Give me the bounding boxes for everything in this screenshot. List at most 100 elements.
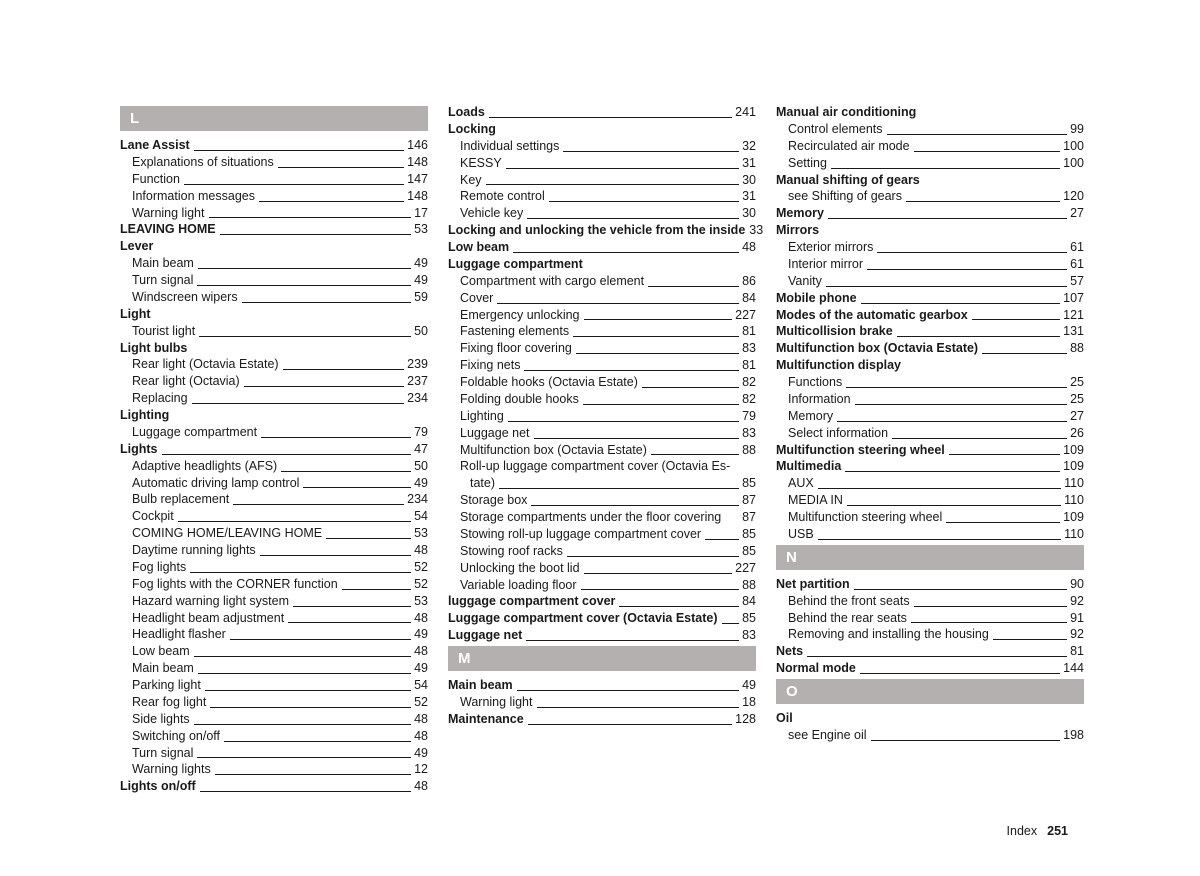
index-entry-page: 50 bbox=[414, 458, 428, 475]
index-entry: Exterior mirrors61 bbox=[776, 239, 1084, 256]
index-entry: Information messages148 bbox=[120, 188, 428, 205]
index-entry-label: Emergency unlocking bbox=[460, 307, 580, 324]
index-entry: Memory27 bbox=[776, 408, 1084, 425]
dot-leader bbox=[573, 336, 739, 337]
index-entry-page: 33 bbox=[749, 222, 763, 239]
index-entry-page: 87 bbox=[742, 492, 756, 509]
index-entry: Emergency unlocking227 bbox=[448, 307, 756, 324]
dot-leader bbox=[861, 303, 1061, 304]
index-entry-page: 83 bbox=[742, 425, 756, 442]
index-entry-page: 18 bbox=[742, 694, 756, 711]
index-entry: Loads241 bbox=[448, 104, 756, 121]
dot-leader bbox=[278, 167, 404, 168]
index-entry-label: Normal mode bbox=[776, 660, 856, 677]
index-entry: Locking and unlocking the vehicle from t… bbox=[448, 222, 756, 239]
index-entry: Hazard warning light system 53 bbox=[120, 593, 428, 610]
index-entry-label: Lights bbox=[120, 441, 158, 458]
index-entry-page: 241 bbox=[735, 104, 756, 121]
dot-leader bbox=[205, 690, 411, 691]
index-entry-label: Adaptive headlights (AFS) bbox=[132, 458, 277, 475]
dot-leader bbox=[194, 656, 411, 657]
dot-leader bbox=[198, 673, 411, 674]
index-entry: Remote control31 bbox=[448, 188, 756, 205]
dot-leader bbox=[326, 538, 411, 539]
index-entry-label: Lights on/off bbox=[120, 778, 196, 795]
dot-leader bbox=[526, 640, 739, 641]
index-entry: Main beam49 bbox=[448, 677, 756, 694]
index-entry-label: Multimedia bbox=[776, 458, 841, 475]
index-entry: Setting100 bbox=[776, 155, 1084, 172]
index-entry-page: 49 bbox=[414, 745, 428, 762]
index-entry-label: Luggage net bbox=[448, 627, 522, 644]
index-entry-page: 88 bbox=[742, 577, 756, 594]
index-entry-label: Turn signal bbox=[132, 272, 193, 289]
index-entry-label: Unlocking the boot lid bbox=[460, 560, 580, 577]
dot-leader bbox=[846, 387, 1067, 388]
index-entry: Parking light54 bbox=[120, 677, 428, 694]
index-entry-label: Hazard warning light system bbox=[132, 593, 289, 610]
index-entry: see Engine oil198 bbox=[776, 727, 1084, 744]
index-entry-label: Information messages bbox=[132, 188, 255, 205]
index-entry: Cover84 bbox=[448, 290, 756, 307]
index-entry-label: Removing and installing the housing bbox=[788, 626, 989, 643]
index-entry-page: 109 bbox=[1063, 509, 1084, 526]
index-entry: Luggage net 83 bbox=[448, 627, 756, 644]
index-entry-page: 109 bbox=[1063, 458, 1084, 475]
index-entry: Recirculated air mode100 bbox=[776, 138, 1084, 155]
index-entry-page: 87 bbox=[742, 509, 756, 526]
dot-leader bbox=[220, 234, 411, 235]
dot-leader bbox=[283, 369, 405, 370]
dot-leader bbox=[972, 319, 1060, 320]
index-entry: Lane Assist146 bbox=[120, 137, 428, 154]
index-entry-page: 48 bbox=[414, 610, 428, 627]
index-heading: Light bbox=[120, 306, 428, 323]
dot-leader bbox=[860, 673, 1060, 674]
index-entry-label: Fixing nets bbox=[460, 357, 520, 374]
dot-leader bbox=[531, 505, 739, 506]
index-entry-label: Main beam bbox=[132, 660, 194, 677]
dot-leader bbox=[242, 302, 412, 303]
dot-leader bbox=[911, 622, 1067, 623]
index-entry: Maintenance128 bbox=[448, 711, 756, 728]
index-entry-label: Exterior mirrors bbox=[788, 239, 873, 256]
index-entry-label: Fog lights bbox=[132, 559, 186, 576]
index-entry: Storage compartments under the floor cov… bbox=[448, 509, 756, 526]
index-entry-label: MEDIA IN bbox=[788, 492, 843, 509]
index-entry-page: 144 bbox=[1063, 660, 1084, 677]
index-entry-page: 84 bbox=[742, 593, 756, 610]
index-entry: Multicollision brake131 bbox=[776, 323, 1084, 340]
index-entry-page: 88 bbox=[1070, 340, 1084, 357]
index-entry-page: 198 bbox=[1063, 727, 1084, 744]
index-entry: Unlocking the boot lid 227 bbox=[448, 560, 756, 577]
index-entry-label: Warning light bbox=[460, 694, 533, 711]
index-entry-page: 121 bbox=[1063, 307, 1084, 324]
index-entry-page: 83 bbox=[742, 627, 756, 644]
index-entry: Mobile phone107 bbox=[776, 290, 1084, 307]
index-entry-label: Vanity bbox=[788, 273, 822, 290]
index-heading: Light bulbs bbox=[120, 340, 428, 357]
index-entry-page: 92 bbox=[1070, 626, 1084, 643]
index-entry-label: Switching on/off bbox=[132, 728, 220, 745]
index-entry-label: LEAVING HOME bbox=[120, 221, 216, 238]
dot-leader bbox=[261, 437, 411, 438]
index-entry-label: Side lights bbox=[132, 711, 190, 728]
footer-label: Index bbox=[1007, 824, 1038, 838]
index-entry-page: 12 bbox=[414, 761, 428, 778]
index-entry-page: 92 bbox=[1070, 593, 1084, 610]
index-entry-page: 49 bbox=[414, 660, 428, 677]
index-heading: Lever bbox=[120, 238, 428, 255]
index-entry-label: Key bbox=[460, 172, 482, 189]
index-entry-page: 227 bbox=[735, 560, 756, 577]
index-entry: Main beam49 bbox=[120, 255, 428, 272]
index-entry: Function147 bbox=[120, 171, 428, 188]
index-entry-page: 53 bbox=[414, 593, 428, 610]
index-entry-page: 25 bbox=[1070, 374, 1084, 391]
index-entry: Tourist light50 bbox=[120, 323, 428, 340]
index-entry-label: Bulb replacement bbox=[132, 491, 229, 508]
index-entry-page: 49 bbox=[414, 626, 428, 643]
index-entry-page: 81 bbox=[742, 323, 756, 340]
index-entry-label: Folding double hooks bbox=[460, 391, 579, 408]
index-entry-label: Fixing floor covering bbox=[460, 340, 572, 357]
index-entry-label: Remote control bbox=[460, 188, 545, 205]
index-entry-label: Multifunction box (Octavia Estate) bbox=[776, 340, 978, 357]
